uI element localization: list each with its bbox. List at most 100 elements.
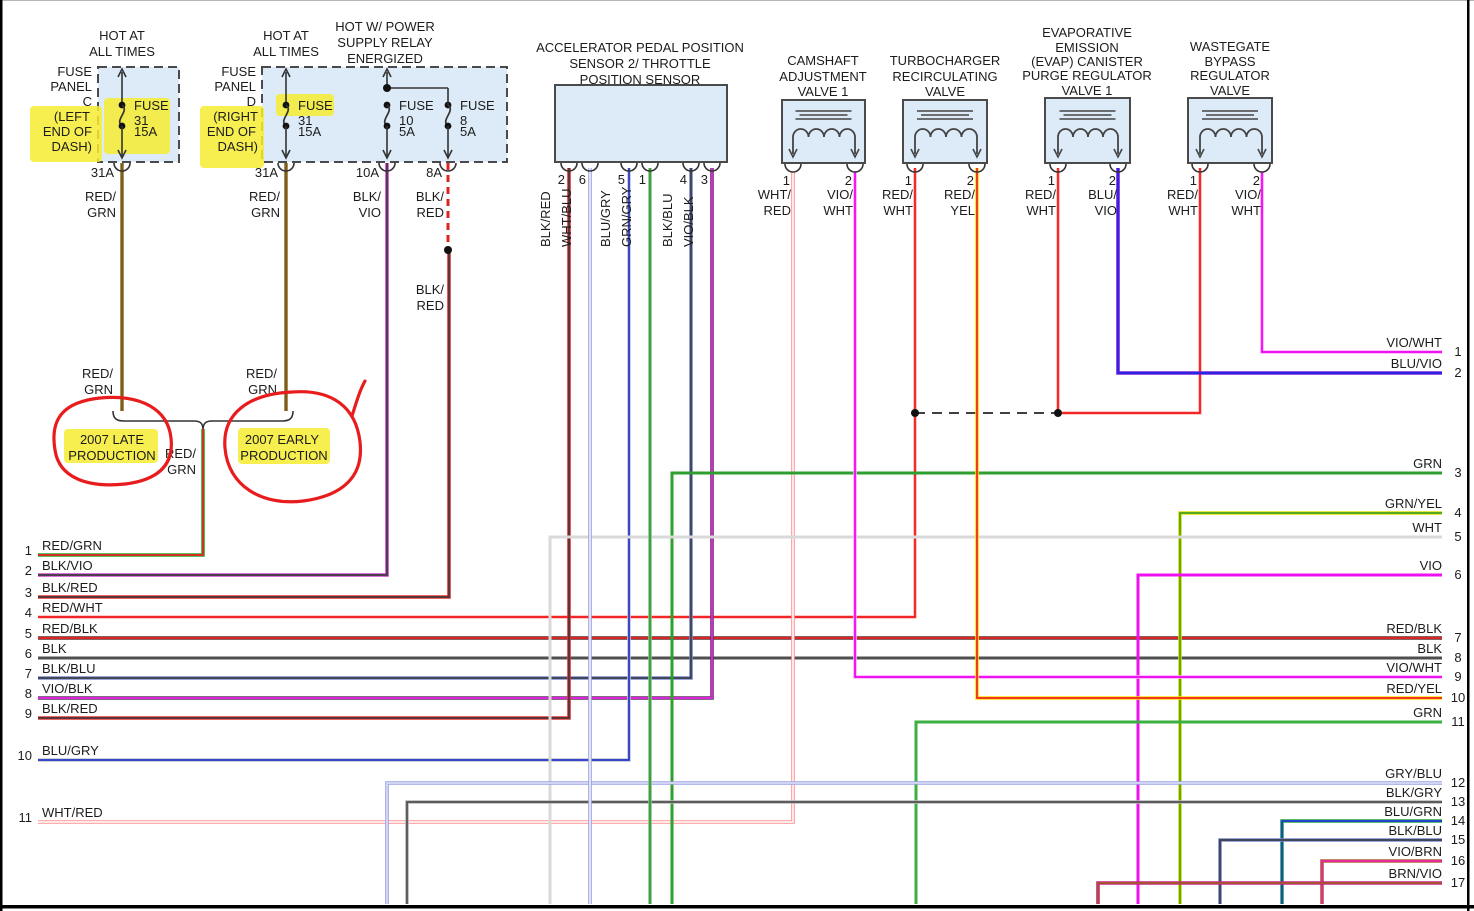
wire-gry-blu: [385, 781, 1442, 904]
highlight-marker-3: [200, 106, 264, 168]
left-rail-wire-label: BLK/BLU: [42, 661, 96, 676]
connector-notch: [560, 162, 578, 172]
accelerator-sensor-label: 6: [578, 172, 586, 187]
power-supply-relay-label: HOT W/ POWER: [335, 19, 435, 34]
fuse-panel-c-label: GRN: [87, 205, 116, 220]
solenoid-coil-symbol: [1195, 110, 1267, 159]
highlight-marker-1: [30, 106, 102, 162]
camshaft-valve-label: WHT/: [757, 187, 791, 202]
camshaft-valve-label: VIO/: [826, 187, 853, 202]
right-rail-number: 7: [1454, 630, 1462, 645]
fuse-panel-c-label: 31: [134, 113, 149, 128]
fuse-symbol: [281, 67, 291, 160]
right-rail-wire-label: BLU/VIO: [1390, 356, 1442, 371]
camshaft-valve-label: 1: [782, 173, 790, 188]
wastegate-valve-label: RED/: [1166, 187, 1198, 202]
wire-vio-wht-wastegate: [1260, 172, 1442, 354]
camshaft-valve-label: RED: [763, 203, 791, 218]
evap-valve-label: VIO: [1094, 203, 1117, 218]
evap-valve-label: PURGE REGULATOR: [1022, 68, 1152, 83]
wire-blk-blu: [38, 168, 693, 680]
fuse-panel-d-label: 31A: [254, 165, 278, 180]
highlight-marker-6: [238, 428, 330, 464]
evap-valve-label: WHT: [1026, 203, 1056, 218]
right-rail-wire-label: GRY/BLU: [1385, 766, 1442, 781]
evap-valve-label: VALVE 1: [1061, 83, 1113, 98]
red-circle-annotation-3: [350, 379, 367, 418]
wire-wht-red: [38, 172, 795, 824]
camshaft-valve-label: VALVE 1: [797, 84, 849, 99]
right-rail-wire-label: VIO/WHT: [1386, 660, 1442, 675]
connector-notch: [113, 162, 131, 172]
power-supply-relay-label: 10: [399, 113, 414, 128]
power-supply-relay-label: FUSE: [399, 98, 434, 113]
wire-vio-wht-camshaft: [853, 172, 1442, 679]
power-supply-relay-label: ENERGIZED: [347, 51, 423, 66]
power-supply-relay-label: 5A: [460, 124, 476, 139]
wire-grn-3: [670, 471, 1442, 904]
connector-notch: [620, 162, 638, 172]
right-rail-wire-label: WHT: [1412, 520, 1442, 535]
right-rail-wire-label: BLK/BLU: [1388, 823, 1442, 838]
connector-notch: [1049, 163, 1067, 173]
wastegate-valve-label: WHT: [1231, 203, 1261, 218]
fuse-panel-d-label: DASH): [217, 139, 258, 154]
camshaft-valve-label: ADJUSTMENT: [779, 69, 867, 84]
solenoid-coil-symbol: [910, 110, 982, 159]
power-supply-relay-label: RED: [416, 298, 444, 313]
evap-valve-label: 2: [1108, 173, 1116, 188]
fuse-panel-c-label: FUSE: [57, 64, 92, 79]
production-notes-label: GRN: [84, 382, 113, 397]
connector-notch: [277, 162, 295, 172]
fuse-symbol: [117, 67, 127, 160]
left-rail-number: 3: [24, 585, 32, 600]
connector-notch: [906, 163, 924, 173]
right-rail-wire-label: BLK/GRY: [1385, 785, 1442, 800]
wire-vio-blk: [38, 168, 714, 700]
evap-valve-label: RED/: [1024, 187, 1056, 202]
accelerator-sensor-label: ACCELERATOR PEDAL POSITION: [536, 40, 744, 55]
left-rail-wire-label: BLU/GRY: [42, 743, 99, 758]
connector-notch: [682, 162, 700, 172]
right-rail-wire-label: VIO/WHT: [1386, 335, 1442, 350]
power-supply-relay-label: VIO: [358, 205, 381, 220]
fuse-panel-c-label: PANEL: [50, 79, 92, 94]
turbo-valve-label: 2: [966, 173, 974, 188]
evap-valve-label: 1: [1047, 173, 1055, 188]
fuse-panel-c-label: 15A: [134, 124, 158, 139]
left-rail-wire-label: WHT/RED: [42, 805, 103, 820]
accelerator-sensor-box: [554, 84, 728, 163]
right-rail-wire-label: VIO: [1419, 558, 1442, 573]
left-rail-number: 7: [24, 666, 32, 681]
right-rail-wire-label: GRN: [1413, 705, 1442, 720]
solenoid-coil-symbol: [788, 110, 860, 159]
accelerator-sensor-label: 1: [638, 172, 646, 187]
right-rail-number: 15: [1450, 832, 1466, 847]
wastegate-valve-label: 1: [1189, 173, 1197, 188]
production-notes-label: RED/: [164, 446, 196, 461]
power-supply-relay-label: SUPPLY RELAY: [337, 35, 433, 50]
fuse-panel-d-label: FUSE: [221, 64, 256, 79]
fuse-symbol: [443, 101, 453, 160]
right-rail-number: 17: [1450, 875, 1466, 890]
connector-notch: [1109, 163, 1127, 173]
connector-notch: [968, 163, 986, 173]
wire-blk-vio: [38, 163, 389, 577]
left-rail-number: 1: [24, 543, 32, 558]
right-rail-number: 6: [1454, 567, 1462, 582]
connector-notch: [1191, 163, 1209, 173]
evap-valve-label: EMISSION: [1055, 40, 1119, 55]
red-circle-annotation-1: [52, 395, 173, 487]
wastegate-valve-label: VIO/: [1234, 187, 1261, 202]
right-rail-wire-label: BLK: [1417, 641, 1442, 656]
left-rail-number: 2: [24, 563, 32, 578]
wastegate-valve-label: WHT: [1168, 203, 1198, 218]
power-supply-relay-label: 8A: [426, 165, 442, 180]
junction-dot: [911, 409, 919, 417]
wire-blu-gry: [38, 168, 631, 762]
turbo-valve-label: RED/: [881, 187, 913, 202]
wastegate-valve-label: REGULATOR: [1190, 68, 1270, 83]
right-rail-number: 2: [1454, 365, 1462, 380]
power-supply-relay-label: 10A: [355, 165, 379, 180]
